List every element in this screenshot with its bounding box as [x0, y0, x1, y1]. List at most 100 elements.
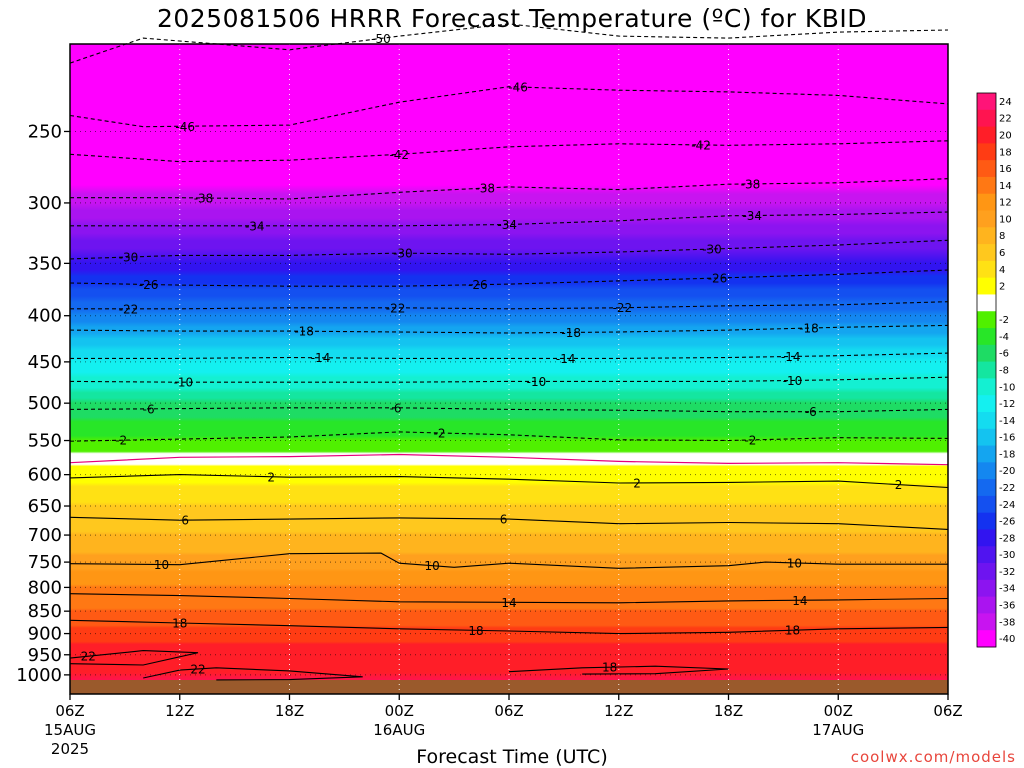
colorbar-label: -40: [999, 634, 1015, 645]
contour-line: [70, 301, 949, 310]
colorbar-swatch: [977, 260, 996, 279]
contour-label: 18: [785, 624, 800, 638]
colorbar-swatch: [977, 630, 996, 648]
y-tick-label: 500: [28, 393, 62, 414]
colorbar-label: 12: [999, 198, 1012, 209]
contour-line: [70, 352, 949, 359]
y-tick-label: 800: [28, 577, 62, 598]
colorbar-label: 10: [999, 214, 1012, 225]
colorbar-label: -14: [999, 416, 1015, 427]
contour-label: 14: [501, 596, 516, 610]
ground-terrain: [70, 680, 948, 694]
colorbar-swatch: [977, 361, 996, 379]
colorbar-swatch: [977, 210, 996, 228]
contour-line: [69, 239, 949, 260]
contour-label: -38: [741, 177, 761, 191]
contour-line: [69, 453, 949, 466]
colorbar-frame: [976, 92, 997, 648]
x-tick-label: 12Z: [165, 702, 194, 720]
colorbar-label: -10: [999, 382, 1015, 393]
contour-label: -42: [389, 148, 409, 162]
y-tick-label: 850: [28, 601, 62, 622]
contour-label: -50: [371, 32, 391, 46]
colorbar-label: -38: [999, 617, 1015, 628]
colorbar-label: 22: [999, 114, 1012, 125]
contour-label: -10: [783, 374, 803, 388]
x-tick-label: 18Z: [275, 702, 304, 720]
y-tick-label: 450: [28, 352, 62, 373]
contour-label: -30: [119, 251, 139, 265]
y-tick-label: 1000: [16, 665, 62, 686]
y-tick-label: 550: [28, 431, 62, 452]
colorbar-swatch: [977, 227, 996, 245]
contour-label: -6: [390, 401, 402, 415]
contour-label: -14: [311, 351, 331, 365]
contour-line: [69, 593, 949, 604]
contour-label: -6: [805, 405, 817, 419]
contour-label: -26: [708, 271, 728, 285]
colorbar-swatch: [977, 109, 996, 127]
colorbar-swatch: [977, 328, 996, 346]
contour-label: -38: [194, 191, 214, 205]
colorbar-swatch: [977, 529, 996, 547]
credit-link[interactable]: coolwx.com/models: [850, 748, 1016, 766]
y-tick-label: 650: [28, 496, 62, 517]
contour-label: 2: [895, 478, 903, 492]
colorbar-swatch: [977, 495, 996, 514]
colorbar-swatch: [977, 579, 996, 598]
contour-line: [69, 86, 949, 128]
contour-lines: -50-46-46-42-42-38-38 -38-34 -34-34-30 -30-…: [69, 23, 949, 681]
colorbar-swatch: [977, 176, 996, 195]
contour-label: -2: [115, 434, 127, 448]
contour-label: 18: [172, 616, 187, 630]
colorbar-swatch: [977, 160, 996, 178]
x-tick-label: 00Z: [385, 702, 414, 720]
colorbar-swatch: [977, 344, 996, 363]
colorbar-label: 4: [999, 265, 1005, 276]
colorbar-swatch: [977, 93, 996, 111]
contour-line: [69, 269, 949, 287]
contour-label: 10: [787, 556, 802, 570]
colorbar-label: -34: [999, 584, 1015, 595]
x-tick-label: 06Z: [55, 702, 84, 720]
contour-label: 18: [468, 624, 483, 638]
colorbar-label: -24: [999, 500, 1015, 511]
colorbar-swatch: [977, 277, 996, 295]
contour-line: [70, 211, 949, 227]
colorbar-label: 18: [999, 147, 1012, 158]
contour-label: -30: [393, 247, 413, 261]
colorbar-swatch: [977, 193, 996, 211]
colorbar-swatch: [977, 546, 996, 564]
colorbar-swatch: [977, 244, 996, 262]
contour-line: [69, 376, 949, 383]
contour-label: -34: [245, 219, 265, 233]
contour-label: 18: [602, 661, 617, 675]
x-axis-title: Forecast Time (UTC): [416, 746, 608, 768]
colorbar-label: -4: [999, 332, 1009, 343]
x-year-label: 2025: [51, 740, 89, 758]
chart-title: 2025081506 HRRR Forecast Temperature (ºC…: [156, 4, 868, 33]
contour-label: -22: [386, 301, 406, 315]
contour-label: 2: [267, 470, 275, 484]
contour-line: [69, 23, 949, 64]
axes: 2503003504004505005506006507007508008509…: [16, 43, 963, 758]
contour-label: -34: [497, 218, 517, 232]
colorbar-label: -22: [999, 483, 1015, 494]
colorbar-label: -16: [999, 433, 1015, 444]
colorbar-label: -18: [999, 449, 1015, 460]
contour-label: -18: [294, 325, 314, 339]
colorbar-label: 14: [999, 181, 1012, 192]
colorbar-swatch: [977, 596, 996, 614]
contour-line: [69, 516, 949, 530]
contour-label: 2: [633, 476, 641, 490]
colorbar-swatch: [977, 378, 996, 396]
contour-label: -30: [702, 243, 722, 257]
colorbar-swatch: [977, 411, 996, 430]
contour-label: -14: [556, 352, 576, 366]
contour-line: [143, 667, 363, 681]
colorbar-label: -6: [999, 349, 1009, 360]
colorbar-swatch: [977, 311, 996, 329]
colorbar-label: -26: [999, 517, 1015, 528]
contour-label: -14: [781, 350, 801, 364]
